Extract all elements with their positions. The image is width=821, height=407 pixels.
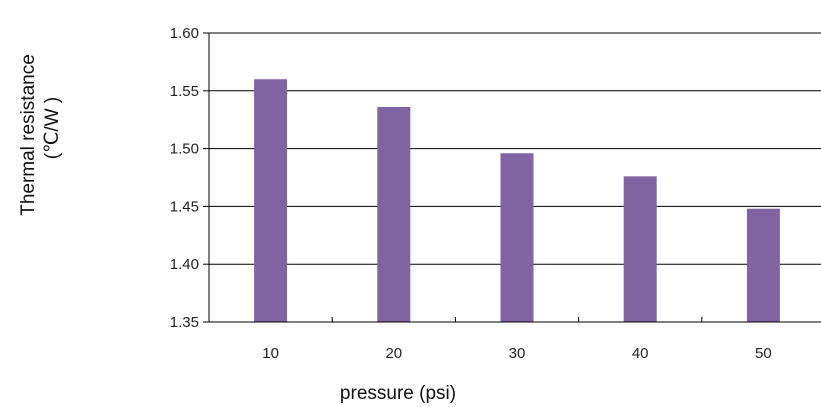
y-tick-labels: 1.35 1.40 1.45 1.50 1.55 1.60 (170, 25, 199, 331)
y-tick-label: 1.45 (170, 198, 199, 215)
bar-10 (254, 79, 288, 323)
axes (203, 32, 821, 323)
x-tick-label: 50 (755, 345, 772, 362)
x-tick-label: 10 (262, 345, 279, 362)
bar-50 (746, 208, 780, 322)
bars (254, 79, 780, 323)
bar-30 (500, 153, 534, 322)
x-tick-labels: 10 20 30 40 50 (262, 345, 771, 362)
y-tick-label: 1.40 (170, 256, 199, 273)
y-axis-title: Thermal resistance (18, 54, 39, 216)
gridlines (209, 32, 821, 265)
y-tick-label: 1.60 (170, 25, 199, 42)
y-tick-label: 1.55 (170, 83, 199, 100)
x-tick-label: 20 (385, 345, 402, 362)
y-tick-label: 1.35 (170, 314, 199, 331)
x-tick-label: 30 (509, 345, 526, 362)
bar-20 (377, 106, 411, 322)
x-axis-title: pressure (psi) (340, 383, 456, 404)
bar-40 (623, 176, 657, 322)
x-tick-label: 40 (632, 345, 649, 362)
y-tick-label: 1.50 (170, 141, 199, 158)
y-axis-unit: (℃/W ) (42, 97, 63, 159)
